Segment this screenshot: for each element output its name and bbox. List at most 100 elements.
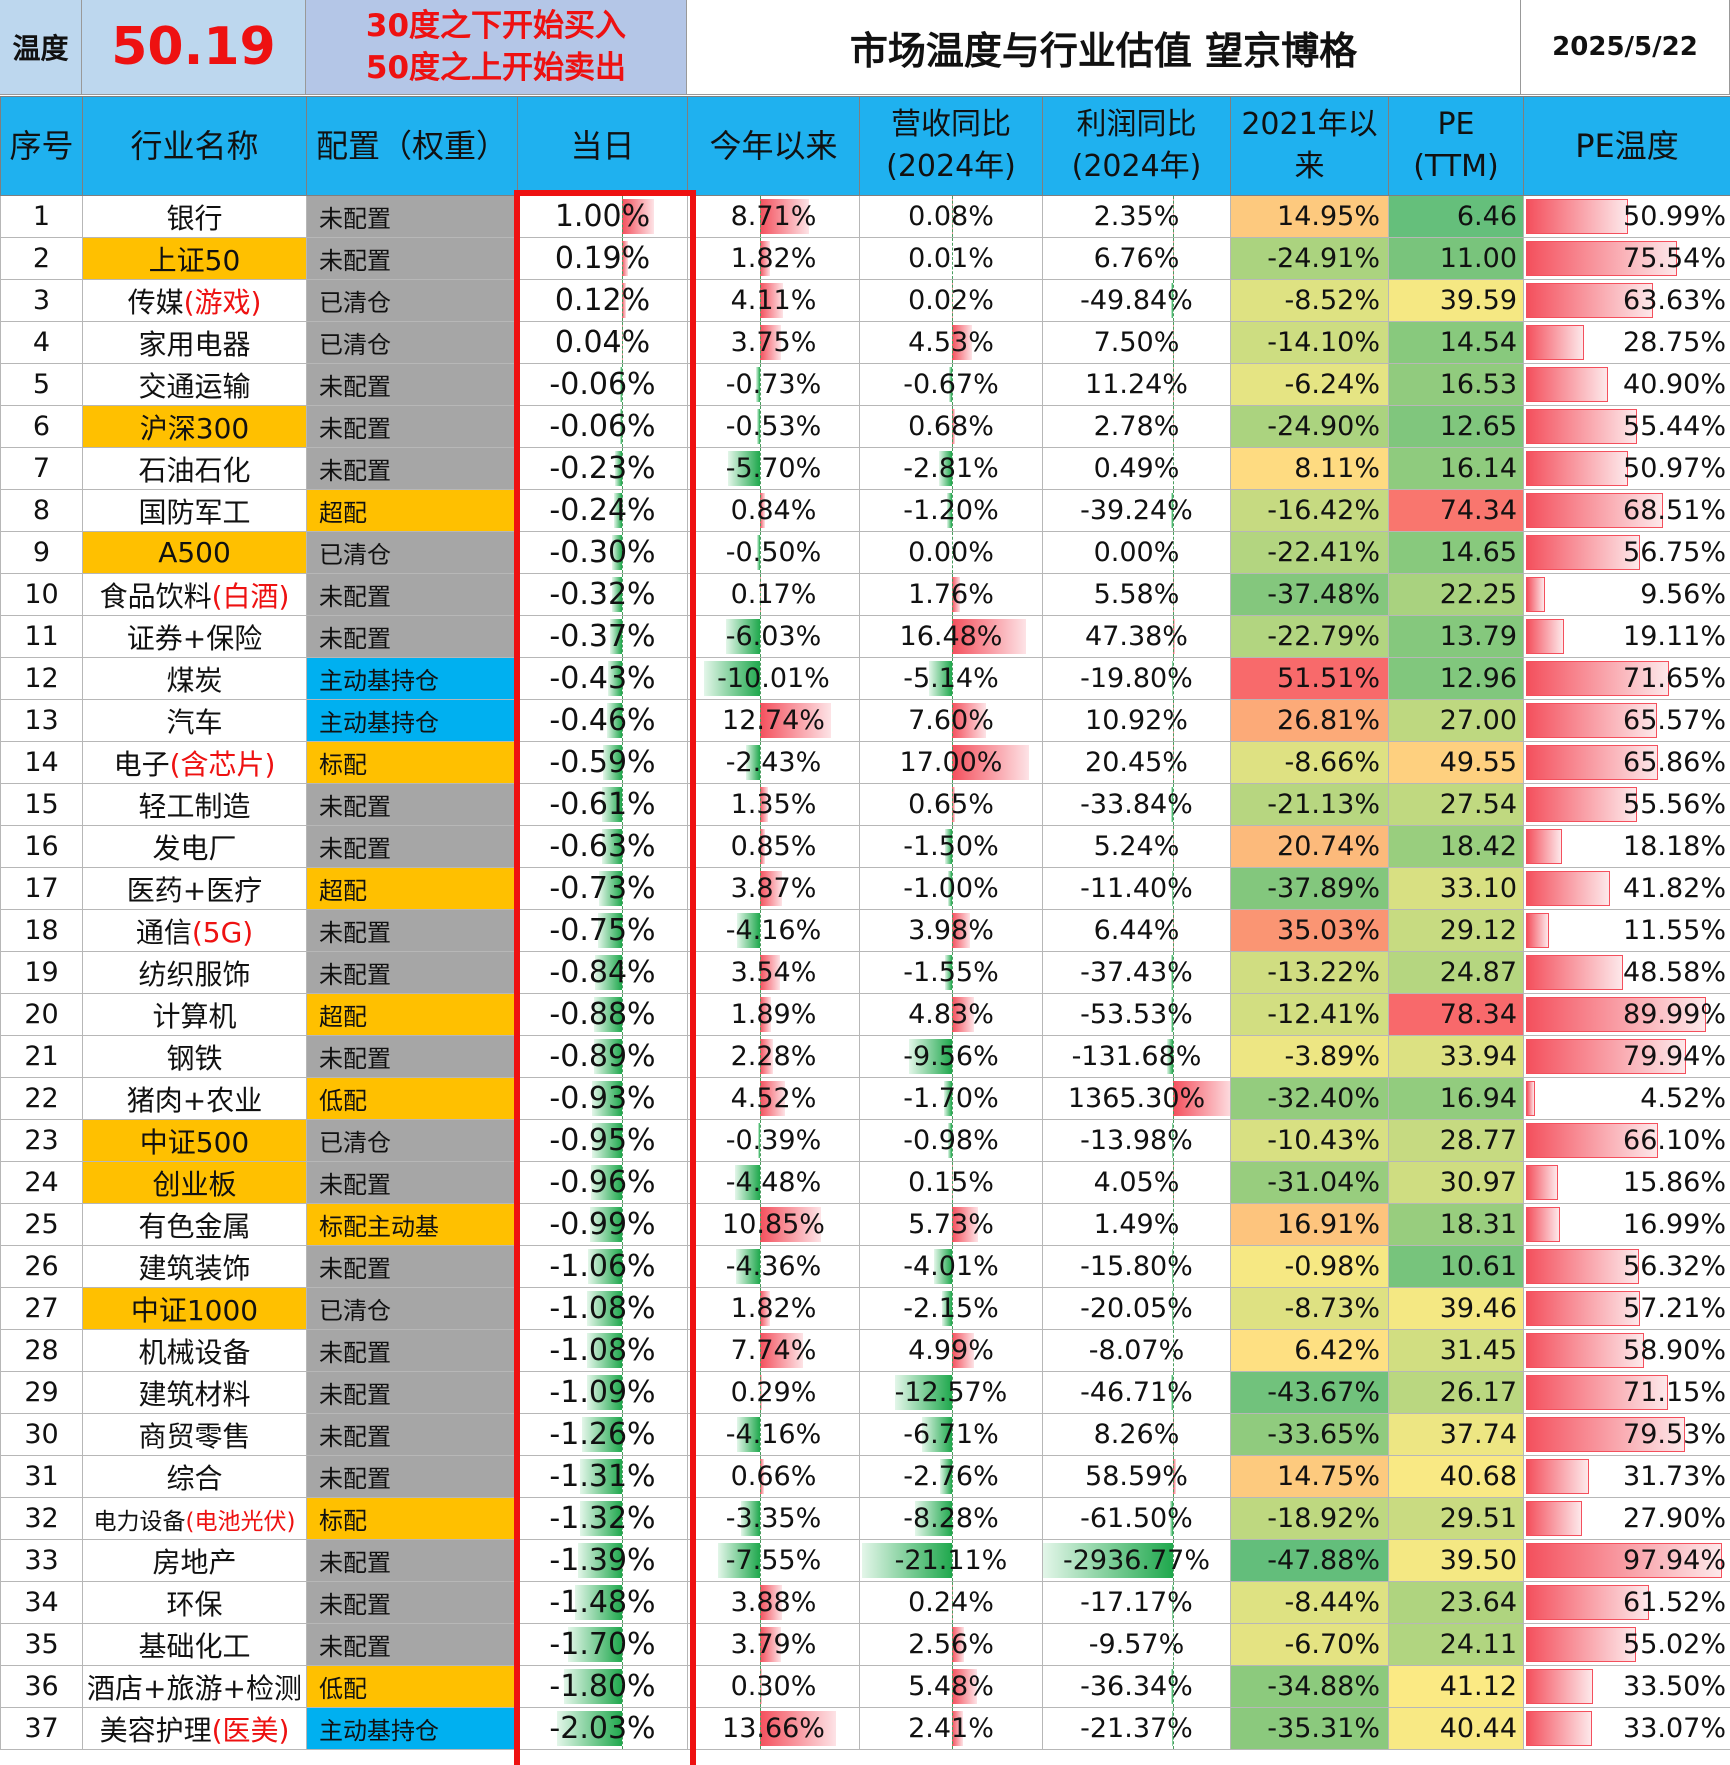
col-name[interactable]: 行业名称 xyxy=(83,97,307,196)
col-since-2021[interactable]: 2021年以来 xyxy=(1231,97,1389,196)
pe-temperature-value: 58.90% xyxy=(1623,1335,1726,1366)
row-revenue-yoy: 2.41% xyxy=(860,1708,1043,1750)
row-revenue-yoy-value: 0.15% xyxy=(908,1167,994,1198)
row-today-value: -0.61% xyxy=(549,787,655,822)
row-revenue-yoy-value: 4.53% xyxy=(908,327,994,358)
row-pe-ttm: 12.96 xyxy=(1389,658,1524,700)
row-pe-temperature: 55.02% xyxy=(1524,1624,1730,1666)
row-revenue-yoy: -2.76% xyxy=(860,1456,1043,1498)
row-ytd: -10.01% xyxy=(688,658,860,700)
row-revenue-yoy-value: 0.02% xyxy=(908,285,994,316)
row-industry-name: 中证1000 xyxy=(83,1288,307,1330)
industry-name-text: 酒店+旅游+检测 xyxy=(87,1672,302,1705)
row-allocation: 已清仓 xyxy=(307,532,518,574)
row-revenue-yoy: -9.56% xyxy=(860,1036,1043,1078)
row-revenue-yoy-value: -1.20% xyxy=(903,495,999,526)
col-seq[interactable]: 序号 xyxy=(1,97,83,196)
pe-temperature-value: 40.90% xyxy=(1623,369,1726,400)
row-industry-name: 有色金属 xyxy=(83,1204,307,1246)
row-pe-ttm: 18.31 xyxy=(1389,1204,1524,1246)
row-pe-ttm: 39.59 xyxy=(1389,280,1524,322)
row-allocation: 未配置 xyxy=(307,784,518,826)
row-since-2021: -13.22% xyxy=(1231,952,1389,994)
row-ytd-value: 3.87% xyxy=(731,873,817,904)
row-allocation: 未配置 xyxy=(307,1582,518,1624)
row-revenue-yoy-value: 4.99% xyxy=(908,1335,994,1366)
col-pe[interactable]: PE(TTM) xyxy=(1389,97,1524,196)
row-allocation: 未配置 xyxy=(307,1162,518,1204)
row-today-value: -1.26% xyxy=(549,1417,655,1452)
col-alloc[interactable]: 配置（权重） xyxy=(307,97,518,196)
row-ytd-value: -2.43% xyxy=(726,747,822,778)
col-revenue[interactable]: 营收同比 (2024年) xyxy=(860,97,1043,196)
row-industry-name: 银行 xyxy=(83,196,307,238)
col-ytd[interactable]: 今年以来 xyxy=(688,97,860,196)
row-pe-ttm: 37.74 xyxy=(1389,1414,1524,1456)
row-today: -1.26% xyxy=(518,1414,688,1456)
row-profit-yoy: -11.40% xyxy=(1043,868,1231,910)
col-today[interactable]: 当日 xyxy=(518,97,688,196)
row-ytd-value: 4.52% xyxy=(731,1083,817,1114)
row-ytd-value: -6.03% xyxy=(726,621,822,652)
col-revenue-line1: 营收同比 xyxy=(891,107,1011,142)
industry-name-text: 通信 xyxy=(136,916,192,949)
col-revenue-line2: (2024年) xyxy=(886,149,1016,184)
row-ytd-value: 0.84% xyxy=(731,495,817,526)
row-revenue-yoy: 0.24% xyxy=(860,1582,1043,1624)
row-revenue-yoy: -5.14% xyxy=(860,658,1043,700)
row-allocation: 超配 xyxy=(307,490,518,532)
row-pe-temperature: 65.86% xyxy=(1524,742,1730,784)
row-allocation: 低配 xyxy=(307,1078,518,1120)
col-profit[interactable]: 利润同比(2024年) xyxy=(1043,97,1231,196)
row-today: -0.46% xyxy=(518,700,688,742)
col-pe-temp[interactable]: PE温度 xyxy=(1524,97,1730,196)
row-since-2021: -47.88% xyxy=(1231,1540,1389,1582)
row-since-2021: -8.66% xyxy=(1231,742,1389,784)
row-today: -0.96% xyxy=(518,1162,688,1204)
row-profit-yoy-value: 10.92% xyxy=(1085,705,1188,736)
row-revenue-yoy: -0.98% xyxy=(860,1120,1043,1162)
row-profit-yoy: 6.44% xyxy=(1043,910,1231,952)
row-seq: 32 xyxy=(1,1498,83,1540)
row-profit-yoy: 20.45% xyxy=(1043,742,1231,784)
row-pe-ttm: 41.12 xyxy=(1389,1666,1524,1708)
pe-temperature-bar xyxy=(1526,955,1623,990)
